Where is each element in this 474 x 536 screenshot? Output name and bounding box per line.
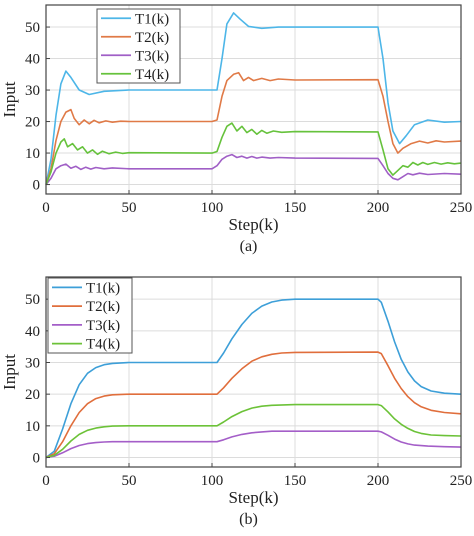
y-tick-label: 40 [25,52,40,68]
x-tick-label: 200 [367,473,390,489]
x-tick-label: 150 [284,200,307,216]
legend-entry-1: T1(k) [135,11,169,27]
legend-entry-4: T4(k) [86,337,120,353]
series-line-1 [45,12,462,185]
legend-entry-4: T4(k) [135,67,169,83]
x-tick-label: 250 [450,200,473,216]
panel-caption: (a) [240,238,258,255]
y-axis-label: Input [0,354,19,390]
y-tick-label: 40 [25,324,40,340]
series-line-4 [45,122,462,185]
series-line-2 [45,71,462,185]
plot-frame [45,276,462,468]
x-axis-label: Step(k) [228,488,278,507]
y-tick-label: 20 [25,115,40,131]
x-axis-label: Step(k) [228,215,278,234]
y-tick-label: 50 [25,292,40,308]
series-line-4 [45,403,462,459]
x-tick-label: 0 [42,473,50,489]
y-tick-label: 30 [25,356,40,372]
y-tick-label: 30 [25,83,40,99]
legend-entry-2: T2(k) [135,30,169,46]
series-line-3 [45,430,462,459]
series-line-2 [45,351,462,459]
x-tick-label: 50 [122,200,137,216]
legend: T1(k) T2(k) T3(k) T4(k) [96,8,181,84]
x-tick-label: 200 [367,200,390,216]
x-tick-label: 100 [201,200,224,216]
y-tick-label: 0 [33,451,41,467]
legend-entry-3: T3(k) [135,48,169,64]
y-tick-label: 50 [25,20,40,36]
x-tick-label: 100 [201,473,224,489]
chart-panel-a: 0 50 100 150 200 250 0 10 20 30 40 50 Step(k) Input (a… [0,4,473,255]
legend-entry-3: T3(k) [86,318,120,334]
legend-entry-1: T1(k) [86,280,120,296]
y-axis-label: Input [0,81,19,117]
series-line-1 [45,298,462,459]
legend-box [47,277,133,354]
x-tick-label: 50 [122,473,137,489]
x-tick-label: 0 [42,200,50,216]
chart-panel-b: 0 50 100 150 200 250 0 10 20 30 40 50 Step(k) Input (b… [0,276,473,528]
y-tick-label: 0 [33,178,41,194]
y-tick-label: 10 [25,419,40,435]
legend: T1(k) T2(k) T3(k) T4(k) [47,277,133,354]
series-line-3 [45,153,462,186]
panel-caption: (b) [239,511,258,528]
legend-entry-2: T2(k) [86,299,120,315]
x-tick-label: 150 [284,473,307,489]
plot-frame [45,4,462,195]
legend-box [96,8,181,84]
y-tick-label: 10 [25,146,40,162]
y-tick-label: 20 [25,387,40,403]
x-tick-label: 250 [450,473,473,489]
